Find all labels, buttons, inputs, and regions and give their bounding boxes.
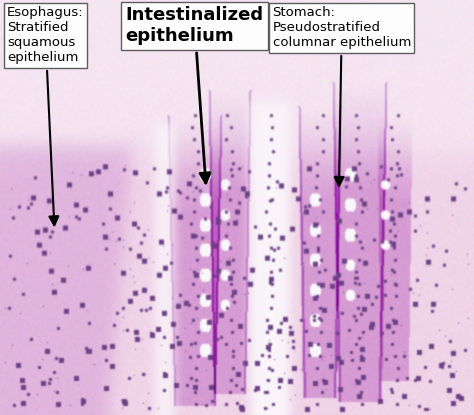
Text: Esophagus:
Stratified
squamous
epithelium: Esophagus: Stratified squamous epitheliu… bbox=[7, 6, 84, 225]
Text: Intestinalized
epithelium: Intestinalized epithelium bbox=[126, 6, 264, 183]
Text: Stomach:
Pseudostratified
columnar epithelium: Stomach: Pseudostratified columnar epith… bbox=[273, 6, 411, 186]
